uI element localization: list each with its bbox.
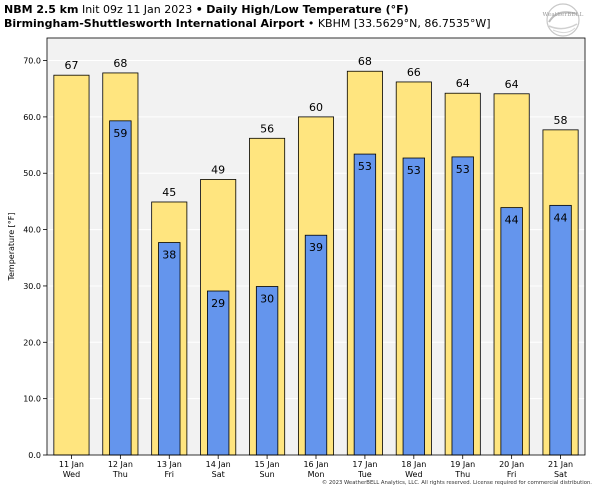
x-tick-date: 21 Jan	[548, 460, 573, 469]
low-bar	[109, 120, 132, 456]
x-tick-day: Tue	[357, 470, 372, 479]
y-tick-label: 70.0	[23, 57, 41, 66]
x-tick-date: 19 Jan	[450, 460, 475, 469]
logo-text: WeatherBELL	[542, 12, 584, 18]
low-bar	[549, 204, 572, 456]
low-value-label: 44	[505, 214, 519, 227]
low-value-label: 30	[260, 293, 274, 306]
high-value-label: 49	[211, 163, 225, 176]
low-temperature-bars	[109, 120, 572, 456]
chart-title: Daily High/Low Temperature (°F)	[206, 3, 409, 16]
low-value-label: 44	[554, 211, 568, 224]
high-value-label: 60	[309, 101, 323, 114]
x-tick-day: Wed	[63, 470, 80, 479]
x-tick-date: 15 Jan	[255, 460, 280, 469]
x-tick-date: 11 Jan	[59, 460, 84, 469]
header-bullet: •	[195, 3, 203, 16]
y-axis-label: Temperature [°F]	[7, 212, 16, 281]
copyright-notice: © 2023 WeatherBELL Analytics, LLC. All r…	[321, 480, 592, 486]
x-tick-date: 17 Jan	[352, 460, 377, 469]
high-bar	[53, 74, 90, 456]
x-tick-date: 16 Jan	[303, 460, 328, 469]
y-tick-label: 20.0	[23, 338, 41, 347]
high-value-label: 67	[64, 59, 78, 72]
low-value-label: 29	[211, 297, 225, 310]
x-tick-day: Sun	[259, 470, 274, 479]
high-value-label: 58	[554, 114, 568, 127]
low-value-label: 39	[309, 241, 323, 254]
y-tick-label: 0.0	[28, 451, 41, 460]
data-labels: 67 68 59 45 38 49 29 56 30 60 39 68 53 66 53 64 53 64 44 58…	[64, 55, 567, 310]
y-tick-label: 60.0	[23, 113, 41, 122]
x-tick-day: Wed	[405, 470, 422, 479]
low-value-label: 53	[456, 163, 470, 176]
logo-swirl-icon	[546, 3, 580, 37]
high-value-label: 68	[113, 57, 127, 70]
high-value-label: 45	[162, 186, 176, 199]
x-tick-day: Sat	[554, 470, 567, 479]
weatherbell-logo: WeatherBELL	[533, 2, 593, 38]
x-tick-day: Fri	[165, 470, 175, 479]
high-value-label: 68	[358, 55, 372, 68]
x-tick-day: Sat	[212, 470, 225, 479]
location-name: Birmingham-Shuttlesworth International A…	[4, 17, 305, 30]
y-tick-label: 30.0	[23, 282, 41, 291]
low-bar	[304, 234, 328, 456]
high-value-label: 56	[260, 122, 274, 135]
low-bar	[402, 157, 425, 456]
x-tick-date: 13 Jan	[157, 460, 182, 469]
low-value-label: 59	[113, 127, 127, 140]
plot-frame	[46, 37, 586, 456]
x-tick-day: Fri	[507, 470, 517, 479]
axes: 0.010.020.030.040.050.060.070.011 JanWed…	[23, 37, 586, 479]
low-bar	[255, 286, 279, 456]
x-tick-day: Thu	[454, 470, 470, 479]
low-bar	[353, 153, 377, 456]
low-value-label: 53	[358, 160, 372, 173]
station-info: • KBHM [33.5629°N, 86.7535°W]	[307, 17, 491, 30]
y-tick-label: 10.0	[23, 395, 41, 404]
low-bar	[500, 207, 523, 456]
low-bar	[451, 156, 474, 456]
x-tick-date: 20 Jan	[499, 460, 524, 469]
low-bar	[158, 242, 181, 456]
model-name: NBM 2.5 km	[4, 3, 79, 16]
y-tick-label: 50.0	[23, 169, 41, 178]
high-value-label: 64	[456, 77, 470, 90]
high-value-label: 66	[407, 66, 421, 79]
chart-header-line1: NBM 2.5 km Init 09z 11 Jan 2023 • Daily …	[4, 3, 409, 16]
x-tick-day: Thu	[112, 470, 128, 479]
x-tick-date: 18 Jan	[401, 460, 426, 469]
low-bar	[207, 290, 230, 456]
x-tick-date: 12 Jan	[108, 460, 133, 469]
x-tick-day: Mon	[308, 470, 325, 479]
x-tick-date: 14 Jan	[206, 460, 231, 469]
chart-header-line2: Birmingham-Shuttlesworth International A…	[4, 17, 491, 30]
low-value-label: 53	[407, 164, 421, 177]
high-value-label: 64	[505, 78, 519, 91]
low-value-label: 38	[162, 249, 176, 262]
init-time: Init 09z 11 Jan 2023	[81, 3, 193, 16]
y-tick-label: 40.0	[23, 226, 41, 235]
